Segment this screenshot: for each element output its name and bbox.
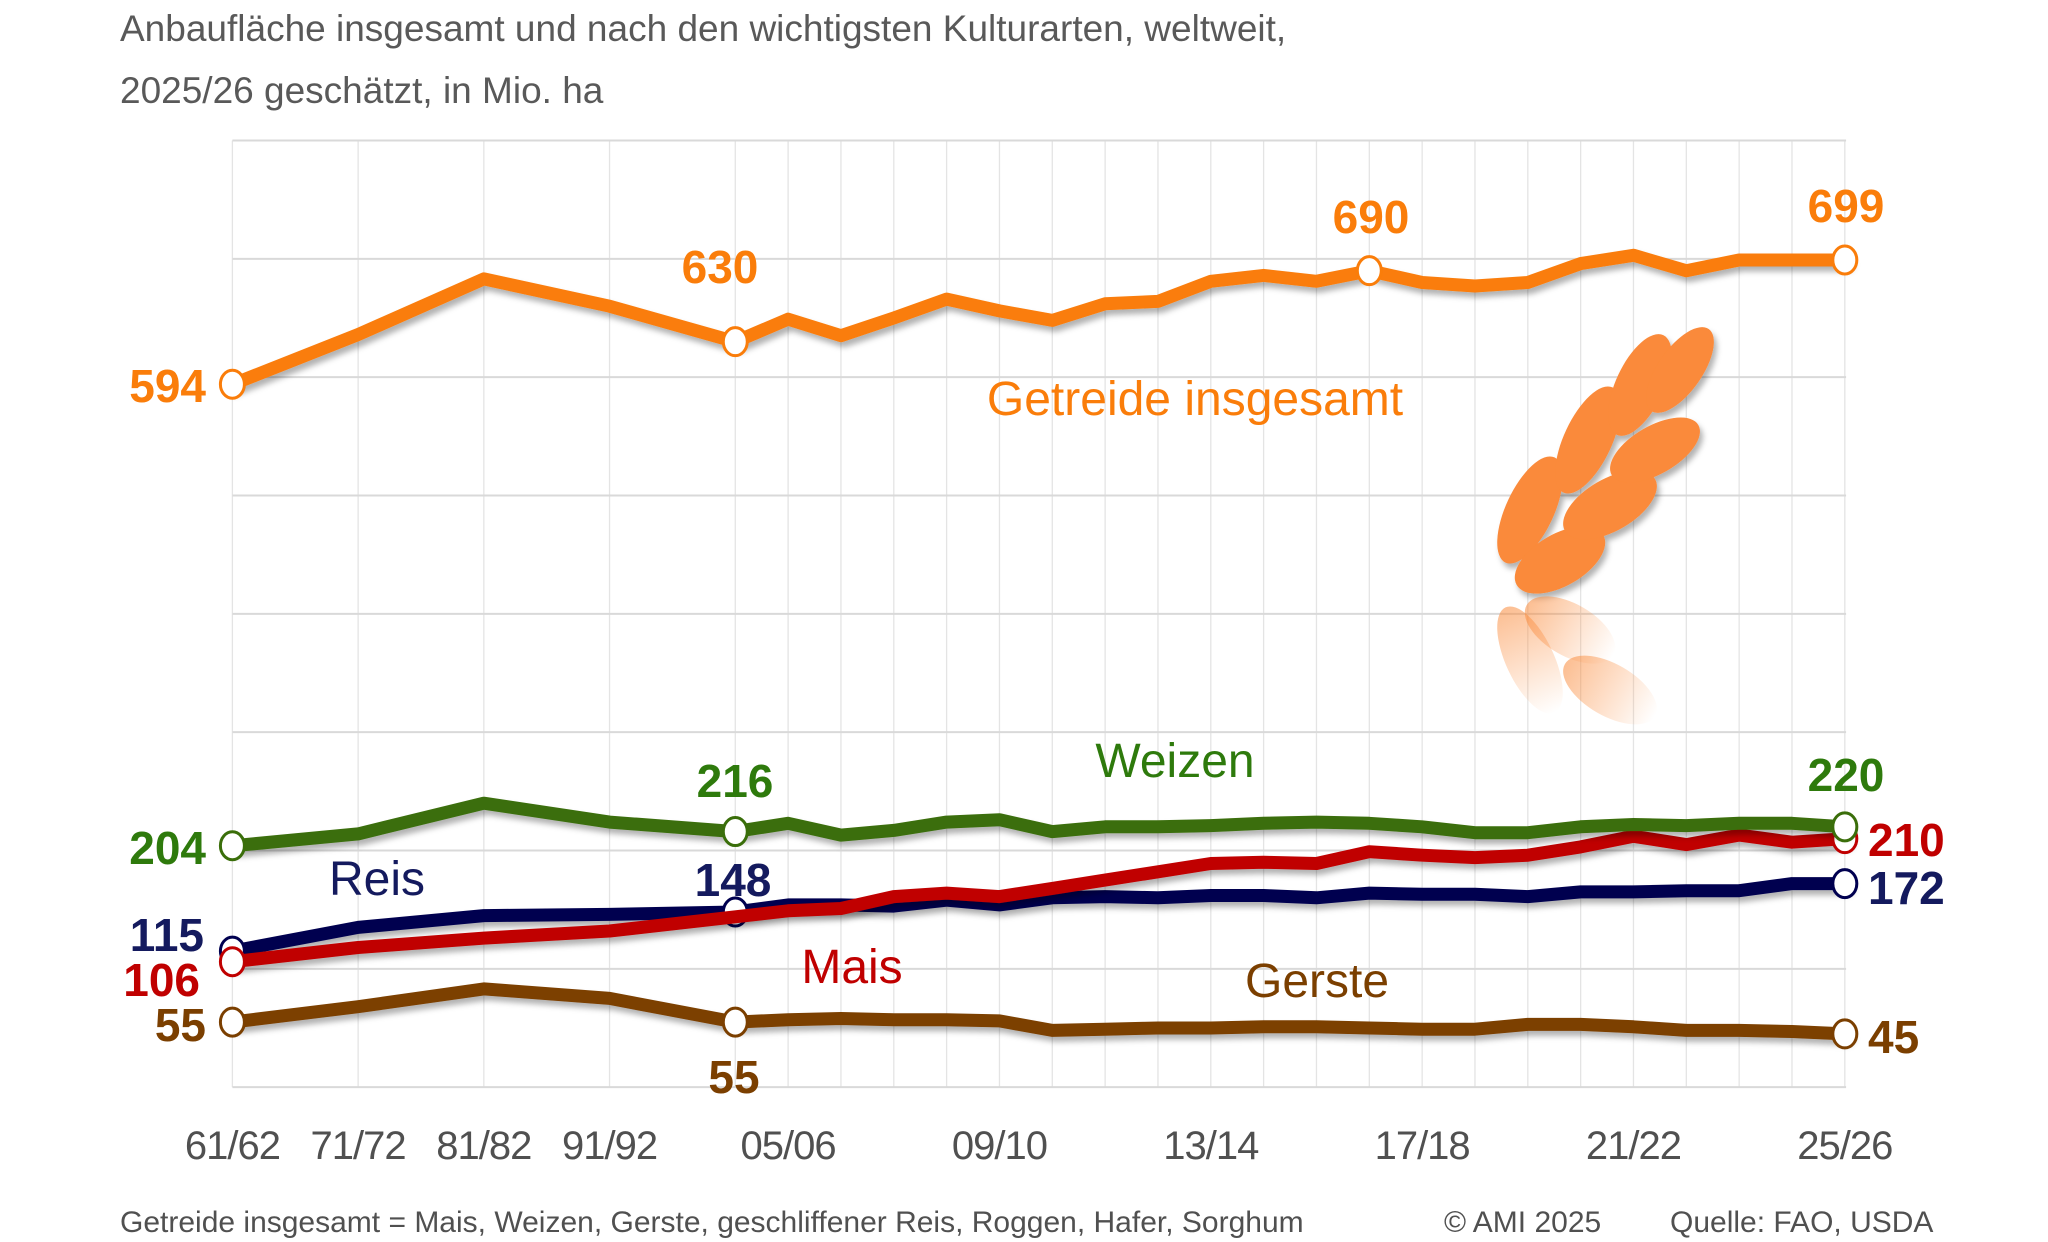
series-line-mais (225, 828, 1852, 969)
chart-title-line2: 2025/26 geschätzt, in Mio. ha (120, 70, 604, 111)
series-name-gerste: Gerste (1244, 955, 1390, 1008)
label-getreide-peak: 690 (1332, 191, 1410, 243)
source: Quelle: FAO, USDA (1670, 1206, 1934, 1239)
chart-title-line1: Anbaufläche insgesamt und nach den wicht… (120, 8, 1287, 49)
data-point-weizen (1831, 811, 1859, 843)
label-gerste-last: 45 (1868, 1011, 1920, 1063)
label-reis-first: 115 (129, 909, 204, 961)
x-tick-label: 81/82 (436, 1124, 532, 1168)
label-weizen-last: 220 (1807, 749, 1885, 801)
x-tick-label: 21/22 (1585, 1124, 1682, 1168)
label-weizen-first: 204 (129, 822, 206, 874)
label-reis-last: 172 (1868, 862, 1945, 914)
label-reis-mid: 148 (694, 854, 772, 906)
gridlines (231, 139, 1847, 1089)
label-getreide-first: 594 (129, 360, 206, 412)
label-getreide-last: 699 (1807, 180, 1885, 232)
label-gerste-first: 55 (154, 999, 206, 1051)
data-point-gerste (1831, 1018, 1859, 1050)
data-point-gerste (721, 1006, 749, 1038)
data-point-getreide-insgesamt (218, 368, 246, 400)
label-getreide-mid: 630 (681, 241, 759, 293)
data-point-mais (218, 946, 246, 978)
label-mais-last: 210 (1868, 814, 1945, 866)
data-point-weizen (721, 816, 749, 848)
wheat-ear-icon (1497, 327, 1714, 725)
footnote: Getreide insgesamt = Mais, Weizen, Gerst… (120, 1206, 1304, 1239)
series-name-reis: Reis (328, 853, 426, 906)
label-weizen-mid: 216 (696, 755, 774, 807)
x-tick-label: 91/92 (561, 1124, 658, 1168)
data-point-gerste (218, 1006, 246, 1038)
data-point-reis (1831, 868, 1859, 900)
series-name-mais: Mais (801, 941, 903, 994)
x-tick-label: 05/06 (740, 1124, 837, 1168)
x-tick-label: 25/26 (1797, 1124, 1893, 1168)
x-tick-label: 71/72 (310, 1124, 407, 1168)
label-mais-first: 106 (123, 954, 200, 1006)
series-line-gerste (225, 982, 1852, 1041)
data-point-getreide-insgesamt (1355, 255, 1383, 287)
data-point-getreide-insgesamt (721, 326, 749, 358)
x-tick-label: 09/10 (951, 1124, 1048, 1168)
data-point-weizen (218, 830, 246, 862)
label-gerste-mid: 55 (708, 1051, 760, 1103)
copyright: © AMI 2025 (1444, 1206, 1602, 1239)
series-name-getreide: Getreide insgesamt (986, 373, 1404, 426)
series-name-weizen: Weizen (1095, 735, 1255, 788)
x-tick-label: 61/62 (184, 1124, 281, 1168)
series-lines (218, 244, 1859, 1050)
x-tick-label: 13/14 (1163, 1124, 1259, 1168)
x-tick-label: 17/18 (1374, 1124, 1471, 1168)
series-line-getreide-insgesamt (225, 248, 1852, 391)
data-point-getreide-insgesamt (1831, 244, 1859, 276)
